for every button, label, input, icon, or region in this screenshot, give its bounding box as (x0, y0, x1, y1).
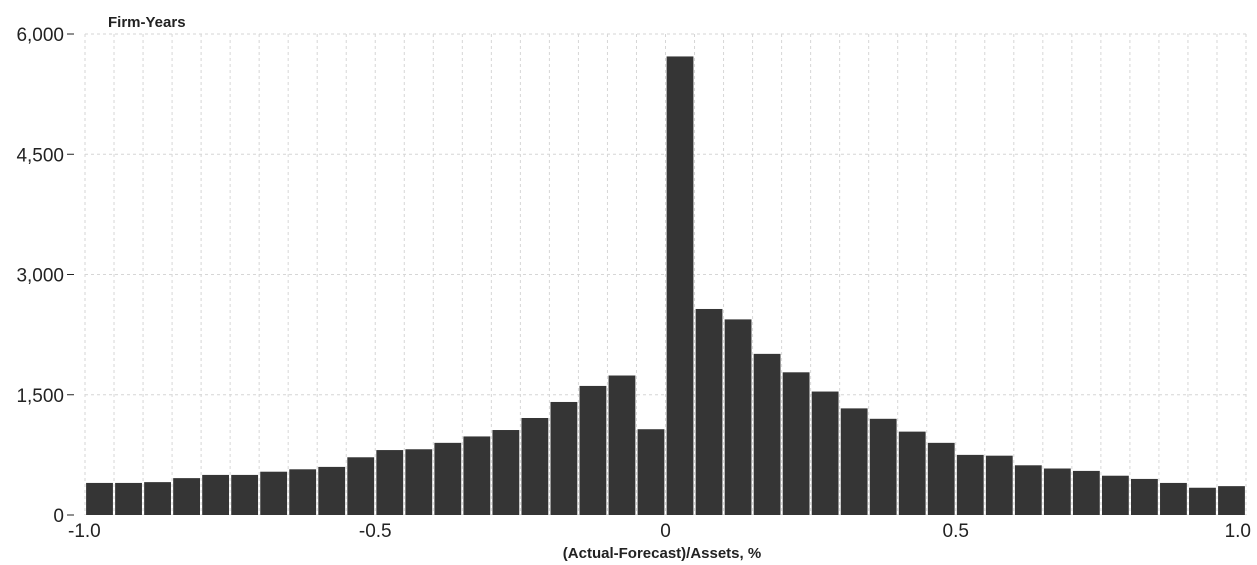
histogram-bar (840, 408, 868, 515)
histogram-bar (492, 430, 520, 515)
histogram-bar (1072, 470, 1100, 515)
grid (84, 33, 1247, 515)
histogram-bar (115, 482, 142, 515)
histogram-bar (898, 431, 926, 515)
histogram-bar (1189, 487, 1216, 515)
histogram-bar (1014, 465, 1042, 515)
histogram-bar (927, 442, 955, 515)
histogram-bar (260, 471, 288, 515)
y-tick-label: 0 (53, 506, 64, 527)
histogram-bar (202, 474, 230, 515)
histogram-bar (405, 449, 433, 515)
histogram-bar (985, 455, 1013, 515)
histogram-bar (811, 391, 839, 515)
histogram-bar (637, 429, 665, 515)
histogram-bar (869, 418, 897, 515)
histogram-bar (1043, 468, 1071, 515)
histogram-bar (463, 436, 491, 515)
histogram-bar (724, 319, 752, 515)
histogram-bar (608, 375, 636, 515)
histogram-bar (521, 417, 549, 515)
x-tick-label: -1.0 (68, 521, 101, 542)
x-tick-label: 1.0 (1225, 521, 1251, 542)
histogram-bar (347, 457, 375, 515)
x-axis-title: (Actual-Forecast)/Assets, % (563, 545, 761, 562)
histogram-bar (434, 442, 462, 515)
y-axis: 0 1,500 3,000 4,500 6,000 (16, 25, 74, 527)
histogram-bar (173, 478, 200, 515)
histogram-bar (1131, 478, 1158, 515)
histogram-bar (1218, 486, 1245, 515)
histogram-bar (86, 482, 113, 515)
y-tick-label: 3,000 (16, 266, 64, 287)
histogram-bar (753, 353, 781, 515)
bars (86, 56, 1245, 516)
histogram-bar (782, 372, 810, 515)
histogram-bar (231, 474, 259, 515)
y-tick-label: 1,500 (16, 386, 64, 407)
x-axis: -1.0 -0.5 0 0.5 1.0 (68, 521, 1251, 542)
x-tick-label: 0.5 (943, 521, 969, 542)
x-tick-label: -0.5 (359, 521, 392, 542)
histogram-bar (376, 450, 404, 515)
y-axis-title: Firm-Years (108, 14, 186, 31)
histogram-bar (550, 401, 578, 515)
histogram-bar (289, 469, 317, 515)
histogram-bar (666, 56, 694, 516)
histogram-bar (579, 385, 607, 515)
histogram-bar (318, 466, 346, 515)
histogram-bar (1101, 475, 1129, 515)
histogram-bar (695, 308, 723, 515)
x-tick-label: 0 (660, 521, 671, 542)
y-tick-label: 6,000 (16, 25, 64, 46)
histogram-bar (1160, 482, 1187, 515)
histogram-bar (144, 482, 171, 515)
y-tick-label: 4,500 (16, 145, 64, 166)
histogram-bar (956, 454, 984, 515)
